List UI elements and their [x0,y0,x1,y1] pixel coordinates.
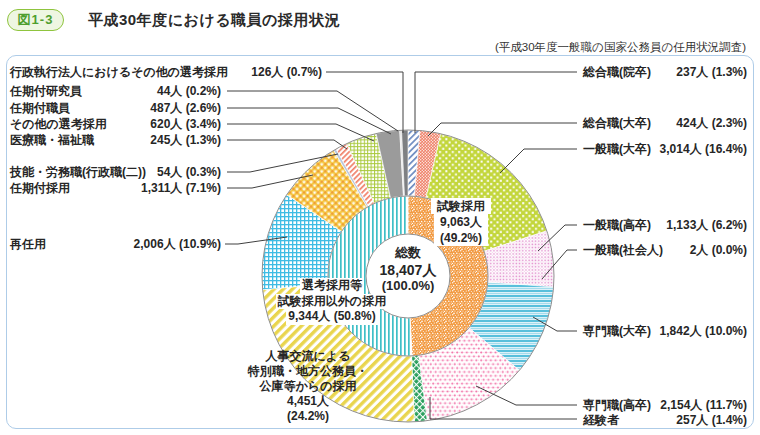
category-label: 行政執行法人におけるその他の選考採用 [10,64,228,80]
category-label: 総合職(大卒) [583,115,651,131]
category-value: 237人 (1.3%) [676,64,747,80]
category-label: 医療職・福祉職 [10,132,94,148]
category-row: 行政執行法人におけるその他の選考採用 126人 (0.7%) [10,64,322,80]
category-value: 126人 (0.7%) [251,64,322,80]
slice-label-jinji-kouryu: 人事交流による 特別職・地方公務員・ 公庫等からの採用 4,451人 (24.2… [230,349,386,424]
leader-line [326,72,403,133]
category-value: 54人 (0.3%) [157,164,221,180]
category-value: 1,133人 (6.2%) [666,217,747,233]
category-label: 一般職(大卒) [583,141,651,157]
category-row: 総合職(院卒) 237人 (1.3%) [583,64,747,80]
leader-line [415,72,577,133]
category-row: 任期付研究員 44人 (0.2%) [10,83,221,99]
category-row: 技能・労務職(行政職(二)) 54人 (0.3%) [10,164,221,180]
category-label: 一般職(社会人) [583,242,663,258]
category-row: 一般職(社会人) 2人 (0.0%) [583,242,747,258]
category-row: 総合職(大卒) 424人 (2.3%) [583,115,747,131]
category-row: 一般職(高卒) 1,133人 (6.2%) [583,217,747,233]
selection-label-1: 選考採用等 [300,278,364,294]
selection-label-2: 試験採用以外の採用 [276,294,388,310]
category-label: 任期付採用 [10,180,70,196]
category-row: 再任用 2,006人 (10.9%) [10,236,221,252]
leader-line [227,124,374,141]
category-label: 専門職(大卒) [583,323,651,339]
exam-label: 試験採用 [431,198,491,214]
category-label: 経験者 [583,412,619,428]
category-row: 任期付職員 487人 (2.6%) [10,100,221,116]
figure-panel: { "header": { "figure_no": "図1-3", "titl… [0,0,760,435]
category-value: 2,006人 (10.9%) [134,236,221,252]
category-row: 経験者 257人 (1.4%) [583,412,747,428]
inner-label-exam: 試験採用 9,063人 (49.2%) [417,198,505,246]
category-row: 専門職(大卒) 1,842人 (10.0%) [583,323,747,339]
jinji-pct: (24.2%) [230,409,386,424]
category-value: 620人 (3.4%) [150,116,221,132]
category-value: 487人 (2.6%) [150,100,221,116]
category-value: 44人 (0.2%) [157,83,221,99]
leader-line [227,108,391,134]
category-row: 一般職(大卒) 3,014人 (16.4%) [583,141,747,157]
category-value: 257人 (1.4%) [676,412,747,428]
category-label: 任期付研究員 [10,83,82,99]
selection-people: 9,344人 (50.8%) [286,309,377,325]
exam-people: 9,063人 [434,214,488,230]
category-value: 2人 (0.0%) [690,242,747,258]
leader-line [428,123,577,136]
category-row: 任期付採用 1,311人 (7.1%) [10,180,221,196]
category-value: 245人 (1.3%) [150,132,221,148]
category-value: 1,842人 (10.0%) [660,323,747,339]
category-value: 1,311人 (7.1%) [141,180,221,196]
category-row: 医療職・福祉職 245人 (1.3%) [10,132,221,148]
jinji-people: 4,451人 [230,394,386,409]
category-label: 再任用 [10,236,46,252]
category-label: その他の選考採用 [10,116,107,132]
category-label: 総合職(院卒) [583,64,651,80]
jinji-line-2: 特別職・地方公務員・ [230,364,386,379]
jinji-line-3: 公庫等からの採用 [230,379,386,394]
jinji-line-1: 人事交流による [230,349,386,364]
category-row: その他の選考採用 620人 (3.4%) [10,116,221,132]
category-value: 3,014人 (16.4%) [660,141,747,157]
category-label: 一般職(高卒) [583,217,651,233]
leader-line [227,140,347,149]
inner-label-selection: 選考採用等 試験採用以外の採用 9,344人 (50.8%) [258,278,406,325]
total-label: 総数 [356,245,460,262]
total-people: 18,407人 [356,262,460,279]
leader-line [500,149,577,173]
category-label: 任期付職員 [10,100,70,116]
category-value: 424人 (2.3%) [676,115,747,131]
exam-pct: (49.2%) [434,230,488,246]
category-label: 技能・労務職(行政職(二)) [10,164,146,180]
